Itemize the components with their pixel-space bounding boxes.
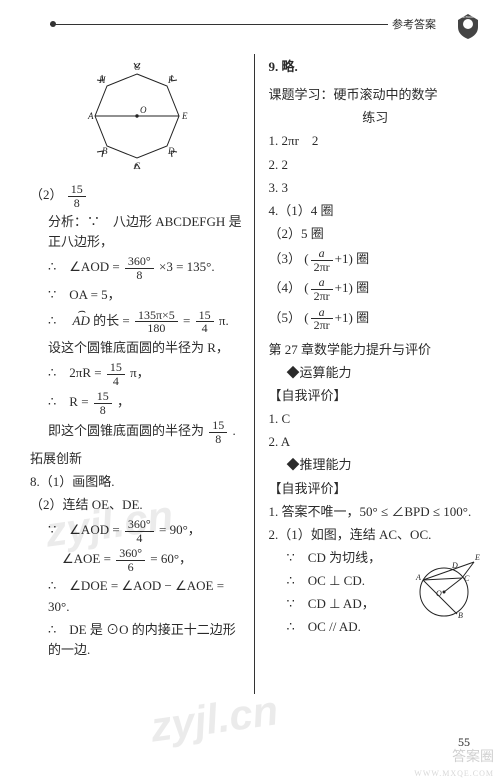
text-line: （3） (a2πr+1) 圈: [269, 247, 483, 273]
text-line: ∴ R = 158 ，: [30, 390, 244, 416]
svg-text:F: F: [167, 75, 174, 85]
header-label: 参考答案: [388, 16, 440, 32]
svg-text:H: H: [98, 75, 106, 85]
text-line: 3. 3: [269, 178, 483, 198]
page-header: 参考答案 SCHOOL: [0, 0, 500, 50]
text-line: 1. C: [269, 409, 483, 429]
svg-text:A: A: [87, 111, 94, 121]
octagon-diagram: A B C E F H O C D G F H A: [30, 58, 244, 177]
text-line: ∴ ∠AOD = 360°8 ×3 = 135°.: [30, 255, 244, 281]
text-line: 8.（1）画图略.: [30, 472, 244, 492]
text-line: 设这个圆锥底面圆的半径为 R，: [30, 338, 244, 358]
subsection: ◆运算能力: [269, 363, 483, 383]
fraction: 15 8: [68, 183, 86, 209]
label: （2）: [30, 187, 63, 202]
text-line: ∴ AD 的长 = 135π×5180 = 154 π.: [30, 308, 244, 335]
svg-text:E: E: [474, 553, 480, 562]
text-line: （2）5 圈: [269, 224, 483, 244]
svg-text:B: B: [458, 611, 463, 620]
arc-AD: AD: [73, 308, 90, 331]
text-line: 1. 2πr 2: [269, 131, 483, 151]
svg-text:D: D: [451, 561, 458, 570]
text-line: （4） (a2πr+1) 圈: [269, 276, 483, 302]
svg-text:B: B: [102, 146, 108, 156]
text-line: 9. 略.: [269, 57, 483, 77]
section-heading: 课题学习：硬币滚动中的数学: [269, 85, 483, 105]
text-line: 2. A: [269, 432, 483, 452]
text-line: ∴ 2πR = 154 π，: [30, 361, 244, 387]
svg-text:E: E: [181, 111, 188, 121]
text-line: 2. 2: [269, 155, 483, 175]
svg-text:A: A: [415, 573, 421, 582]
text-line: 4.（1）4 圈: [269, 201, 483, 221]
text-line: 1. 答案不唯一，50° ≤ ∠BPD ≤ 100°.: [269, 502, 483, 522]
text-line: ∵ ∠AOD = 360°4 = 90°，: [30, 518, 244, 544]
label: 【自我评价】: [269, 479, 483, 499]
text-line: （2）连结 OE、DE.: [30, 495, 244, 515]
right-column: 9. 略. 课题学习：硬币滚动中的数学 练习 1. 2πr 2 2. 2 3. …: [255, 54, 483, 730]
text-line: 即这个圆锥底面圆的半径为 158 .: [30, 419, 244, 445]
corner-url: WWW.MXQE.COM: [414, 769, 494, 778]
text-line: ∴ DE 是 ⊙O 的内接正十二边形的一边.: [30, 620, 244, 660]
svg-text:C: C: [464, 574, 470, 583]
text-line: 2.（1）如图，连结 AC、OC.: [269, 525, 483, 545]
school-badge-icon: SCHOOL: [454, 12, 482, 40]
svg-text:G: G: [134, 62, 141, 72]
text-line: （2） 15 8: [30, 183, 244, 209]
subsection: 练习: [269, 108, 483, 128]
subsection: ◆推理能力: [269, 455, 483, 475]
corner-logo: 答案圈: [452, 746, 494, 766]
label: 【自我评价】: [269, 386, 483, 406]
text-line: ∵ OA = 5，: [30, 285, 244, 305]
svg-text:SCHOOL: SCHOOL: [462, 15, 474, 19]
header-dot: [50, 21, 56, 27]
text-line: （5） (a2πr+1) 圈: [269, 306, 483, 332]
circle-diagram: A B C D E O: [412, 548, 482, 626]
left-column: A B C E F H O C D G F H A: [30, 54, 254, 730]
svg-text:O: O: [140, 105, 147, 115]
text-line: 分析：∵ 八边形 ABCDEFGH 是正八边形，: [30, 212, 244, 252]
svg-text:O: O: [436, 589, 442, 598]
svg-text:D: D: [167, 146, 175, 156]
header-rule: [50, 24, 440, 25]
section-heading: 拓展创新: [30, 449, 244, 469]
text-line: ∴ ∠DOE = ∠AOD − ∠AOE = 30°.: [30, 576, 244, 616]
text-line: ∠AOE = 360°6 = 60°，: [30, 547, 244, 573]
section-heading: 第 27 章数学能力提升与评价: [269, 340, 483, 360]
svg-text:C: C: [134, 161, 141, 171]
